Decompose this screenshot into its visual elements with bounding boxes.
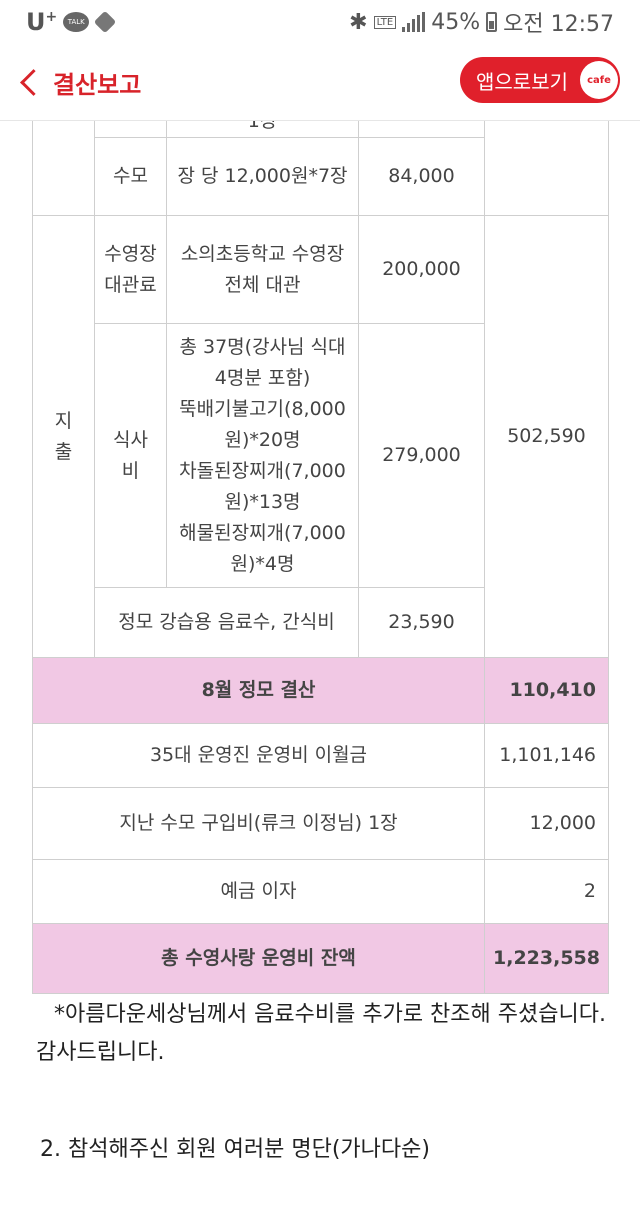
table-row: 예금 이자 2 [32,859,609,924]
balance-amount: 1,223,558 [484,923,609,994]
august-settlement-label: 8월 정모 결산 [32,657,485,724]
meal-desc-line: 해물된장찌개(7,000원)*4명 [179,521,346,575]
bluetooth-icon: ✱ [349,9,368,35]
meal-desc-line: 차돌된장찌개(7,000원)*13명 [179,459,346,513]
table-row: 총 수영사랑 운영비 잔액 1,223,558 [32,923,609,994]
page-title: 결산보고 [53,70,142,99]
snacks-desc: 정모 강습용 음료수, 간식비 [94,587,359,658]
box-app-icon [93,10,117,34]
august-settlement-amount: 110,410 [484,657,609,724]
meal-desc-line: 뚝배기불고기(8,000원)*20명 [179,397,346,451]
pool-rental-label: 수영장 대관료 [94,215,167,324]
swim-cap-amount: 84,000 [358,137,485,216]
battery-percent: 45% [431,9,481,35]
carrier-logo: U+ [26,8,58,36]
meal-amount: 279,000 [358,323,485,588]
signal-icon [402,12,426,32]
thanks-note: *아름다운세상님께서 음료수비를 추가로 찬조해 주셨습니다. 감사드립니다. [36,1002,606,1065]
settlement-table: 1장 수모 장 당 12,000원*7장 84,000 지출 수영장 대관료 소… [32,121,609,994]
interest-amount: 2 [484,859,609,924]
table-row: 1장 [32,121,609,216]
table-row: 지출 수영장 대관료 소의초등학교 수영장 전체 대관 200,000 502,… [32,215,609,658]
table-row: 수모 장 당 12,000원*7장 84,000 [33,137,609,216]
meal-label: 식사비 [94,323,167,588]
clock: 오전 12:57 [503,12,614,37]
meal-desc-line: 총 37명(강사님 식대 4명분 포함) [179,335,346,389]
table-cell [358,121,485,138]
cafe-icon: cafe [580,61,618,99]
swim-cap-desc: 장 당 12,000원*7장 [166,137,359,216]
view-in-app-label: 앱으로보기 [476,69,568,94]
lte-icon: LTE [373,15,397,29]
table-row: 8월 정모 결산 110,410 [32,657,609,724]
interest-label: 예금 이자 [32,859,485,924]
pool-rental-amount: 200,000 [358,215,485,324]
table-cell [484,121,609,216]
expense-total: 502,590 [484,215,609,658]
snacks-amount: 23,590 [358,587,485,658]
table-cell [32,121,95,216]
status-bar: U+ TALK ✱ LTE 45% 오전 12:57 [0,0,640,44]
table-cell [94,121,167,138]
table-row: 35대 운영진 운영비 이월금 1,101,146 [32,723,609,788]
attendees-heading: 2. 참석해주신 회원 여러분 명단(가나다순) [40,1137,430,1162]
balance-label: 총 수영사랑 운영비 잔액 [32,923,485,994]
post-content: 1장 수모 장 당 12,000원*7장 84,000 지출 수영장 대관료 소… [0,121,640,1205]
meal-desc: 총 37명(강사님 식대 4명분 포함) 뚝배기불고기(8,000원)*20명 … [166,323,359,588]
battery-icon [486,12,498,32]
cap-purchase-label: 지난 수모 구입비(류크 이정님) 1장 [32,787,485,860]
back-button[interactable]: 결산보고 [20,65,142,100]
chevron-left-icon [20,68,47,96]
view-in-app-button[interactable]: 앱으로보기 cafe [460,57,620,103]
table-cell: 1장 [166,121,359,138]
pool-rental-desc: 소의초등학교 수영장 전체 대관 [166,215,359,324]
kakaotalk-icon: TALK [63,12,90,32]
table-row: 지난 수모 구입비(류크 이정님) 1장 12,000 [32,787,609,860]
carryover-label: 35대 운영진 운영비 이월금 [32,723,485,788]
table-row: 정모 강습용 음료수, 간식비 23,590 [33,587,609,658]
carryover-amount: 1,101,146 [484,723,609,788]
table-row: 식사비 총 37명(강사님 식대 4명분 포함) 뚝배기불고기(8,000원)*… [33,323,609,588]
swim-cap-label: 수모 [94,137,167,216]
app-bar: 결산보고 앱으로보기 cafe [0,44,640,121]
expense-label: 지출 [32,215,95,658]
cap-purchase-amount: 12,000 [484,787,609,860]
